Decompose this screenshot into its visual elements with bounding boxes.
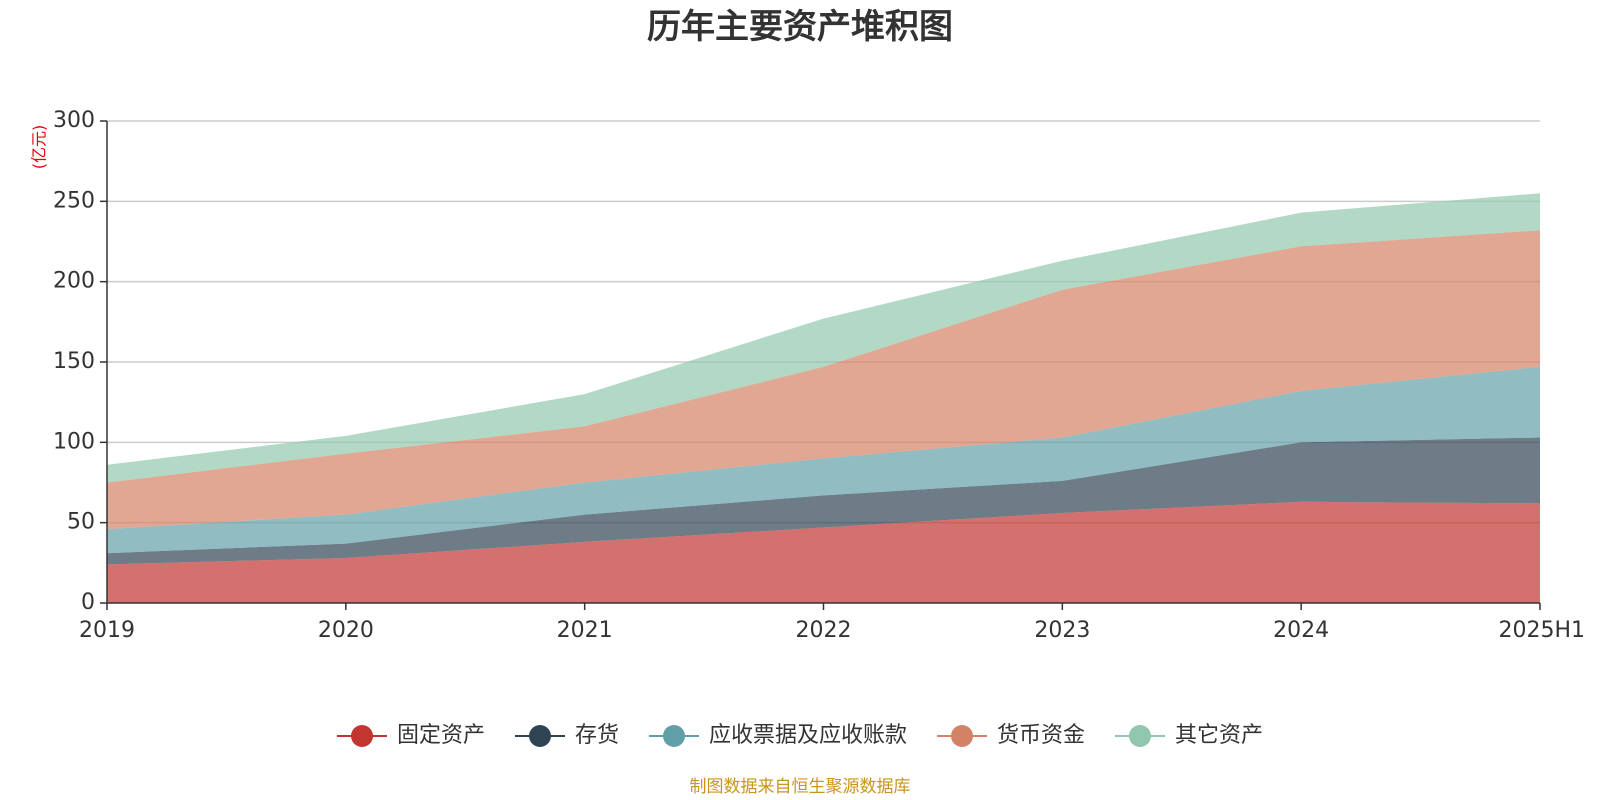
y-axis-unit-label: (亿元) xyxy=(30,125,49,170)
area-series-4 xyxy=(107,193,1540,483)
legend-circle-icon xyxy=(951,725,973,747)
y-tick-label: 100 xyxy=(53,429,95,454)
legend-circle-icon xyxy=(351,725,373,747)
x-tick-label: 2023 xyxy=(1034,618,1090,643)
x-tick-label: 2025H1 xyxy=(1498,618,1585,643)
x-tick-label: 2024 xyxy=(1273,618,1329,643)
y-tick-label: 200 xyxy=(53,269,95,294)
x-tick-labels: 2019 2020 2021 2022 2023 2024 2025H1 xyxy=(79,603,1585,643)
y-tick-label: 250 xyxy=(53,188,95,213)
area-series-0 xyxy=(107,501,1540,603)
legend-circle-icon xyxy=(1129,725,1151,747)
legend-label: 存货 xyxy=(575,723,619,748)
legend-label: 货币资金 xyxy=(997,723,1085,748)
x-tick-label: 2021 xyxy=(557,618,613,643)
y-tick-labels: 0 50 100 150 200 250 300 xyxy=(53,108,107,615)
y-tick-label: 0 xyxy=(81,590,95,615)
x-tick-label: 2019 xyxy=(79,618,135,643)
legend[interactable]: 固定资产 存货 应收票据及应收账款 货币资金 其它资产 xyxy=(337,723,1263,748)
legend-item-3[interactable]: 货币资金 xyxy=(937,723,1085,748)
area-layers xyxy=(107,193,1540,603)
legend-item-0[interactable]: 固定资产 xyxy=(337,723,485,748)
legend-item-2[interactable]: 应收票据及应收账款 xyxy=(649,723,907,748)
legend-item-1[interactable]: 存货 xyxy=(515,723,619,748)
chart-title: 历年主要资产堆积图 xyxy=(647,7,953,47)
legend-label: 固定资产 xyxy=(397,723,485,748)
legend-item-4[interactable]: 其它资产 xyxy=(1115,723,1263,748)
area-series-2 xyxy=(107,366,1540,554)
legend-label: 应收票据及应收账款 xyxy=(709,723,907,748)
y-tick-label: 150 xyxy=(53,349,95,374)
area-series-3 xyxy=(107,230,1540,530)
legend-circle-icon xyxy=(663,725,685,747)
x-tick-label: 2022 xyxy=(796,618,852,643)
y-tick-label: 300 xyxy=(53,108,95,133)
data-source-note: 制图数据来自恒生聚源数据库 xyxy=(690,777,911,797)
area-series-1 xyxy=(107,437,1540,565)
y-tick-label: 50 xyxy=(67,510,95,535)
x-tick-label: 2020 xyxy=(318,618,374,643)
legend-circle-icon xyxy=(529,725,551,747)
legend-label: 其它资产 xyxy=(1175,723,1263,748)
